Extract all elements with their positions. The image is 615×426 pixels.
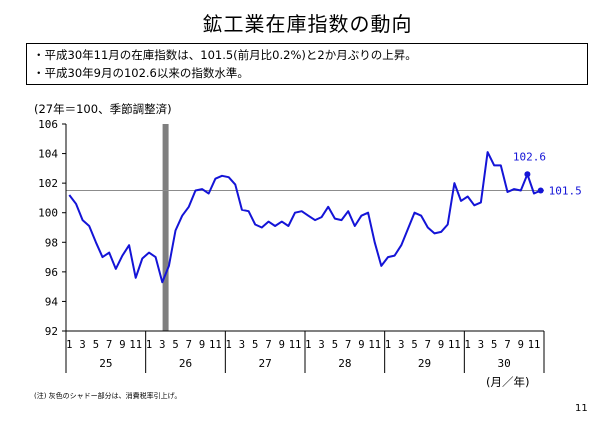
y-tick-label: 92 — [45, 325, 58, 338]
month-tick-label: 7 — [425, 339, 431, 351]
month-tick-label: 3 — [318, 339, 324, 351]
highlight-point — [537, 187, 544, 194]
month-tick-label: 7 — [186, 339, 192, 351]
month-tick-label: 5 — [252, 339, 258, 351]
x-axis-unit: (月／年) — [486, 375, 530, 389]
inventory-index-line — [68, 151, 542, 284]
tax-hike-shade — [162, 124, 169, 331]
month-tick-label: 11 — [129, 339, 142, 351]
month-tick-label: 1 — [385, 339, 391, 351]
unit-note: (27年＝100、季節調整済) — [34, 102, 172, 116]
month-tick-label: 3 — [159, 339, 165, 351]
y-tick-label: 98 — [45, 236, 58, 249]
month-tick-label: 1 — [225, 339, 231, 351]
month-tick-label: 9 — [279, 339, 285, 351]
month-tick-label: 3 — [239, 339, 245, 351]
y-tick-label: 102 — [38, 177, 58, 190]
year-label: 25 — [99, 357, 112, 370]
summary-box: ・平成30年11月の在庫指数は、101.5(前月比0.2%)と2か月ぶりの上昇。… — [26, 43, 588, 85]
y-tick-label: 100 — [38, 207, 58, 220]
month-tick-label: 1 — [464, 339, 470, 351]
month-tick-label: 1 — [66, 339, 72, 351]
y-tick-label: 96 — [45, 266, 58, 279]
month-tick-label: 3 — [478, 339, 484, 351]
year-label: 28 — [338, 357, 351, 370]
month-tick-label: 9 — [438, 339, 444, 351]
month-tick-label: 11 — [289, 339, 302, 351]
summary-line: ・平成30年11月の在庫指数は、101.5(前月比0.2%)と2か月ぶりの上昇。 — [33, 48, 417, 62]
month-tick-label: 5 — [332, 339, 338, 351]
month-tick-label: 7 — [504, 339, 510, 351]
year-label: 27 — [259, 357, 272, 370]
highlight-label: 101.5 — [549, 185, 582, 198]
year-label: 30 — [498, 357, 511, 370]
highlight-label: 102.6 — [513, 150, 546, 163]
page-number: 11 — [575, 403, 588, 414]
month-tick-label: 9 — [518, 339, 524, 351]
month-tick-label: 7 — [265, 339, 271, 351]
month-tick-label: 5 — [411, 339, 417, 351]
month-tick-label: 5 — [172, 339, 178, 351]
y-tick-label: 106 — [38, 118, 58, 131]
month-tick-label: 11 — [368, 339, 381, 351]
month-tick-label: 9 — [199, 339, 205, 351]
summary-line: ・平成30年9月の102.6以来の指数水準。 — [33, 66, 249, 80]
month-tick-label: 1 — [305, 339, 311, 351]
month-tick-label: 3 — [79, 339, 85, 351]
month-tick-label: 5 — [491, 339, 497, 351]
year-label: 26 — [179, 357, 192, 370]
month-tick-label: 11 — [209, 339, 222, 351]
month-tick-label: 3 — [398, 339, 404, 351]
month-tick-label: 9 — [119, 339, 125, 351]
highlight-point — [524, 171, 531, 178]
month-tick-label: 7 — [345, 339, 351, 351]
footnote: (注) 灰色のシャドー部分は、消費税率引上げ。 — [34, 392, 182, 400]
month-tick-label: 7 — [106, 339, 112, 351]
month-tick-label: 9 — [358, 339, 364, 351]
page-title: 鉱工業在庫指数の動向 — [202, 12, 413, 36]
month-tick-label: 5 — [93, 339, 99, 351]
month-tick-label: 11 — [448, 339, 461, 351]
year-label: 29 — [418, 357, 431, 370]
y-tick-label: 94 — [45, 295, 59, 308]
y-tick-label: 104 — [38, 148, 58, 161]
month-tick-label: 1 — [146, 339, 152, 351]
month-tick-label: 11 — [528, 339, 541, 351]
